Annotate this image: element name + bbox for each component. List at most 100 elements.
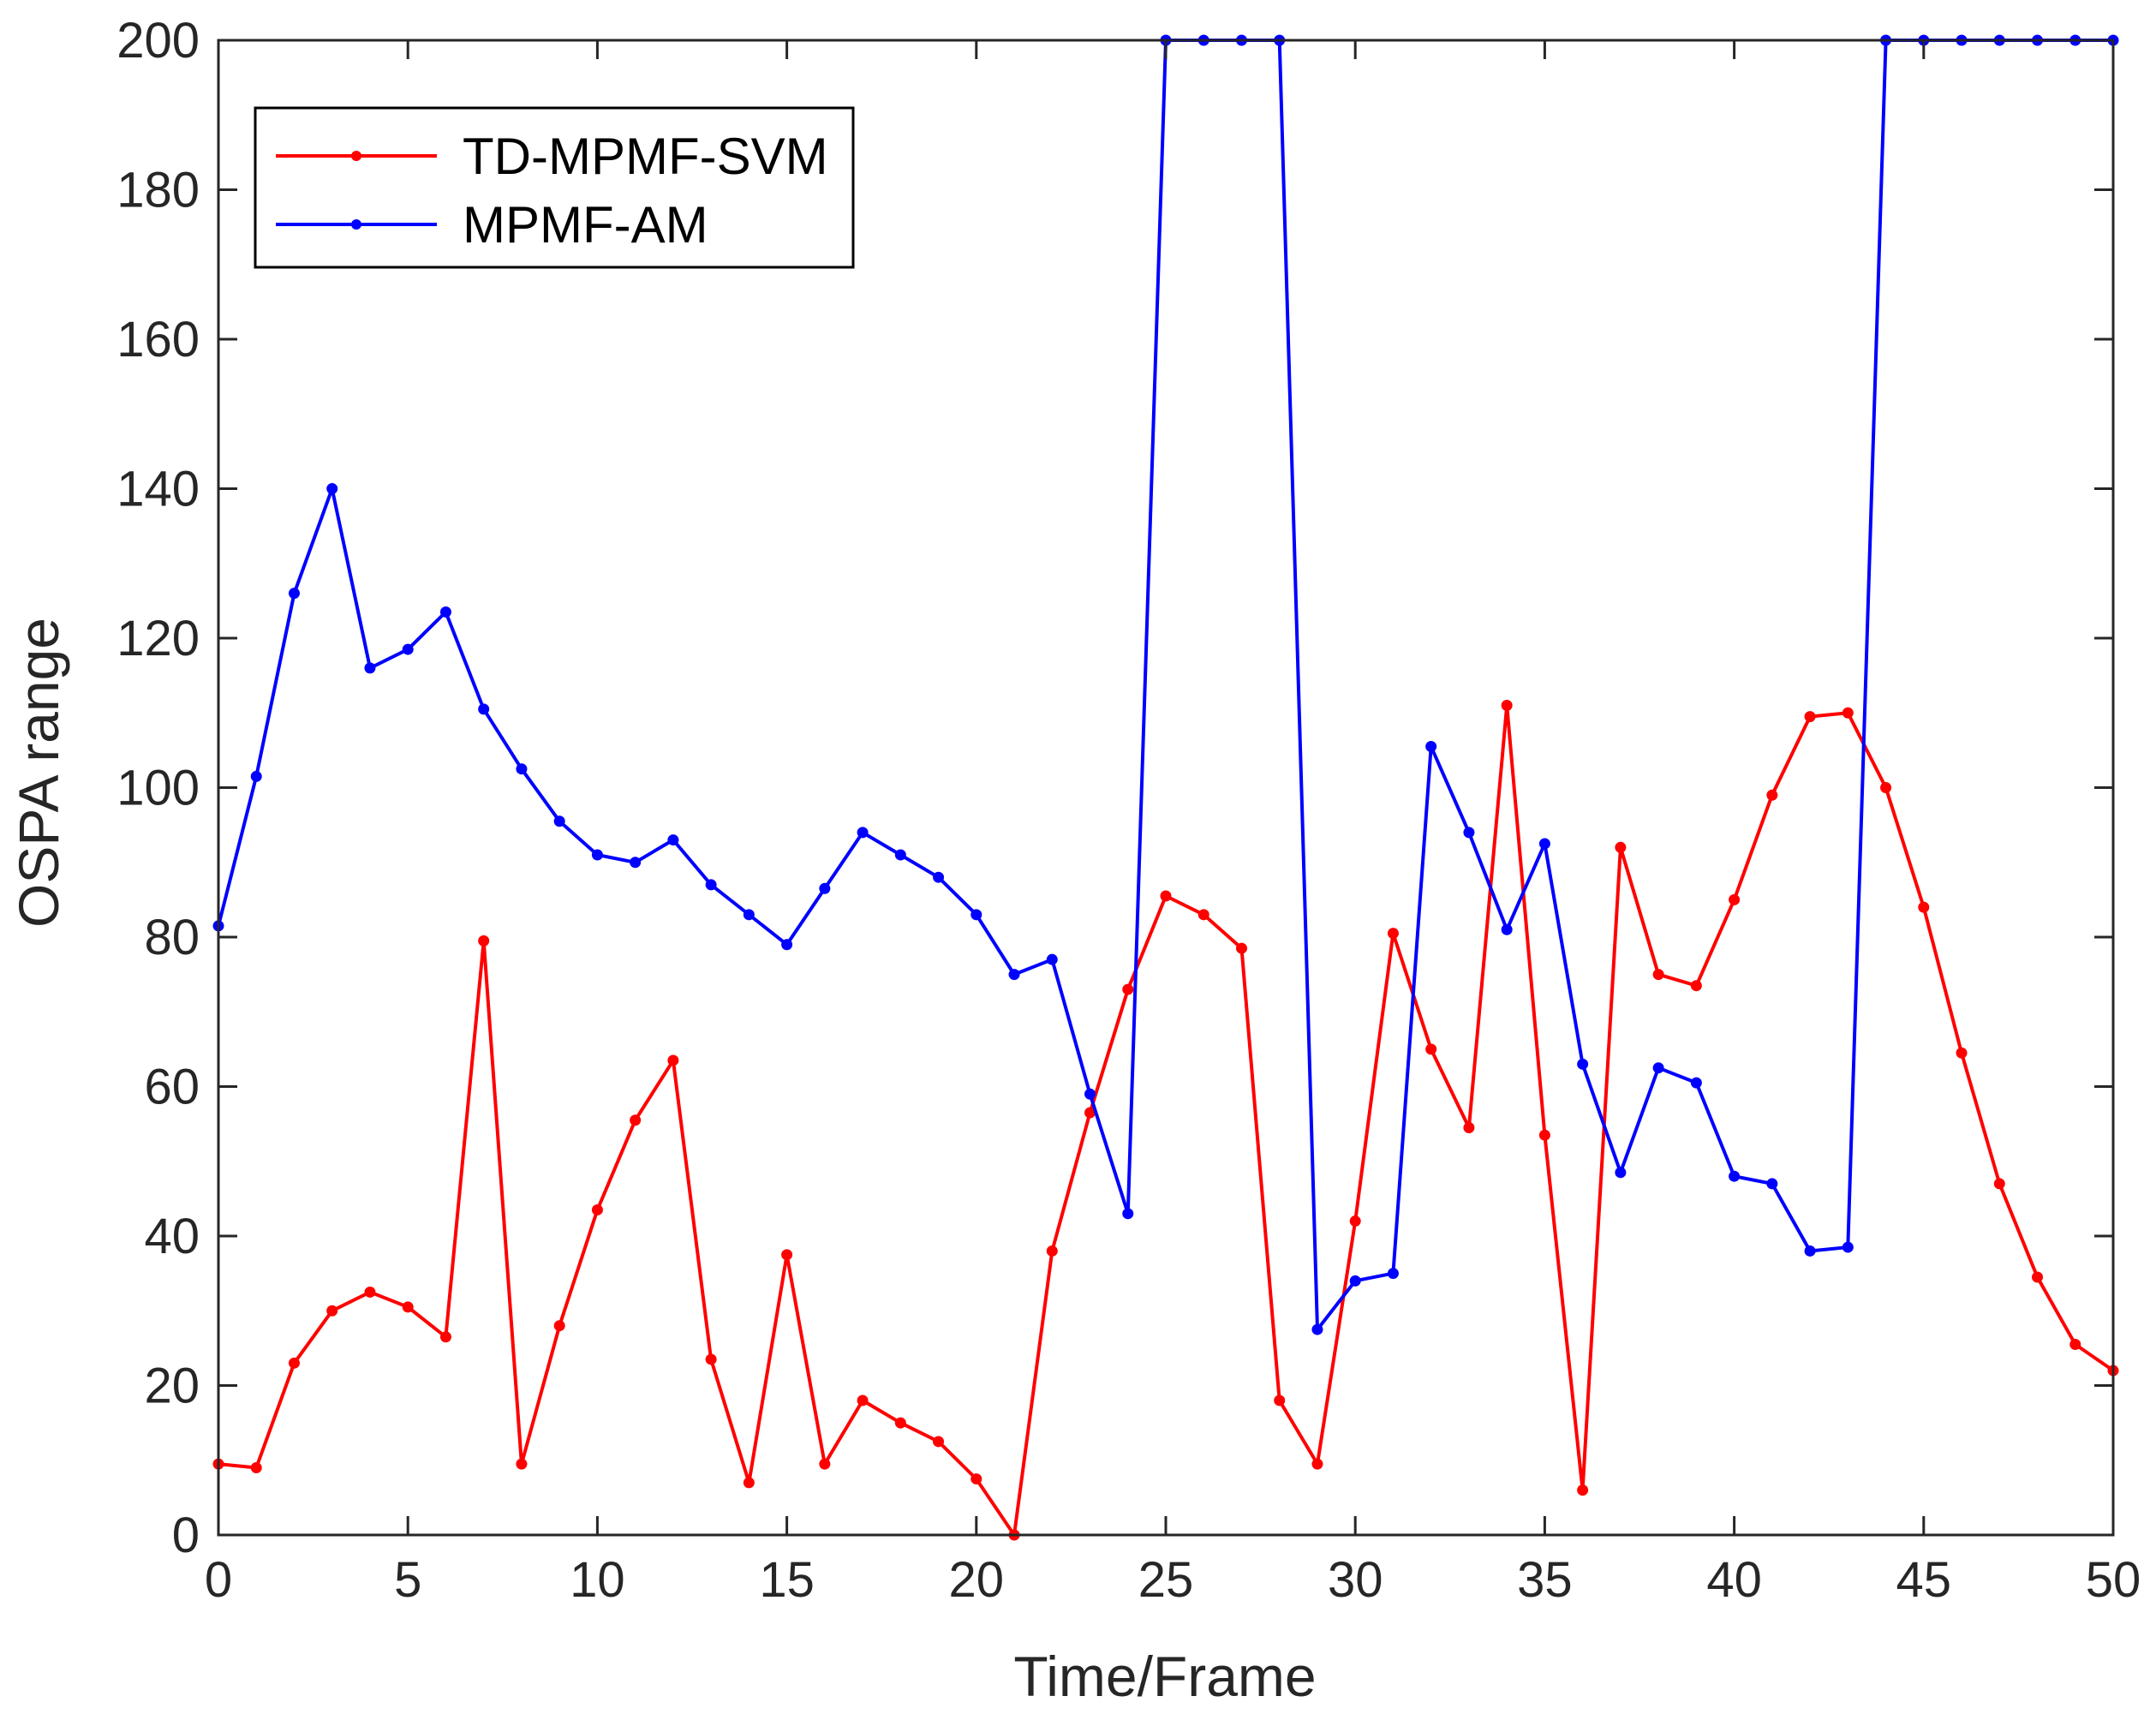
data-point-td-mpmf-svm	[1387, 928, 1399, 940]
x-tick-label: 25	[1138, 1552, 1194, 1608]
data-point-mpmf-am	[933, 871, 945, 883]
data-point-mpmf-am	[1804, 1245, 1816, 1257]
x-tick-label: 5	[394, 1552, 421, 1608]
data-point-mpmf-am	[1387, 1268, 1399, 1280]
data-point-td-mpmf-svm	[1918, 901, 1930, 913]
y-tick-label: 120	[116, 611, 200, 666]
data-point-mpmf-am	[1311, 1323, 1323, 1335]
data-point-td-mpmf-svm	[1842, 707, 1854, 719]
data-point-td-mpmf-svm	[1538, 1129, 1550, 1141]
data-point-td-mpmf-svm	[1652, 969, 1664, 981]
data-point-td-mpmf-svm	[1615, 841, 1627, 853]
data-point-td-mpmf-svm	[743, 1477, 755, 1489]
data-point-td-mpmf-svm	[516, 1458, 528, 1470]
data-point-mpmf-am	[326, 483, 338, 494]
axes: 0 5 10 15 20 25 30 35 40 45 50 0 20 40 60 80 100 120 140 16…	[116, 13, 2141, 1608]
data-point-mpmf-am	[970, 909, 982, 921]
data-point-td-mpmf-svm	[1729, 893, 1741, 905]
data-point-mpmf-am	[894, 849, 906, 861]
data-point-mpmf-am	[1729, 1170, 1741, 1182]
data-point-td-mpmf-svm	[1463, 1121, 1475, 1133]
data-point-td-mpmf-svm	[1804, 711, 1816, 723]
data-point-mpmf-am	[1084, 1088, 1096, 1100]
legend: TD-MPMF-SVM MPMF-AM	[254, 106, 855, 269]
y-tick-label: 40	[144, 1209, 200, 1264]
data-point-mpmf-am	[630, 857, 642, 869]
data-point-td-mpmf-svm	[2069, 1339, 2081, 1351]
x-tick-label: 10	[570, 1552, 625, 1608]
x-tick-label: 30	[1328, 1552, 1383, 1608]
legend-label-td-mpmf-svm: TD-MPMF-SVM	[463, 128, 828, 185]
data-point-td-mpmf-svm	[1235, 942, 1247, 954]
data-point-td-mpmf-svm	[1122, 983, 1134, 995]
y-tick-label: 0	[172, 1508, 200, 1563]
data-point-td-mpmf-svm	[402, 1301, 414, 1313]
data-point-td-mpmf-svm	[933, 1436, 945, 1448]
data-point-mpmf-am	[1046, 953, 1058, 965]
data-point-td-mpmf-svm	[970, 1473, 982, 1485]
data-point-mpmf-am	[288, 588, 300, 600]
data-point-td-mpmf-svm	[439, 1331, 451, 1343]
data-point-td-mpmf-svm	[819, 1458, 831, 1470]
y-tick-label: 180	[116, 163, 200, 218]
y-tick-label: 100	[116, 761, 200, 816]
data-point-mpmf-am	[1349, 1275, 1361, 1287]
data-point-mpmf-am	[1766, 1178, 1778, 1190]
data-point-td-mpmf-svm	[1197, 909, 1209, 921]
data-point-td-mpmf-svm	[250, 1461, 262, 1473]
data-point-mpmf-am	[1463, 827, 1475, 839]
data-point-mpmf-am	[591, 849, 603, 861]
y-tick-label: 60	[144, 1060, 200, 1115]
y-tick-label: 20	[144, 1359, 200, 1414]
y-tick-label: 140	[116, 462, 200, 517]
x-tick-label: 35	[1517, 1552, 1573, 1608]
data-point-mpmf-am	[743, 909, 755, 921]
data-point-mpmf-am	[781, 939, 793, 951]
x-tick-label: 40	[1706, 1552, 1762, 1608]
legend-label-mpmf-am: MPMF-AM	[463, 196, 708, 254]
data-point-td-mpmf-svm	[1160, 890, 1172, 902]
data-point-mpmf-am	[1652, 1062, 1664, 1074]
data-point-mpmf-am	[1122, 1208, 1134, 1220]
data-point-mpmf-am	[705, 879, 717, 891]
data-point-td-mpmf-svm	[1577, 1484, 1589, 1496]
data-point-mpmf-am	[516, 763, 528, 775]
data-point-td-mpmf-svm	[630, 1114, 642, 1126]
data-point-td-mpmf-svm	[1274, 1394, 1286, 1406]
data-point-mpmf-am	[1538, 838, 1550, 850]
data-point-mpmf-am	[1008, 969, 1020, 981]
data-point-td-mpmf-svm	[857, 1394, 869, 1406]
x-tick-label: 45	[1896, 1552, 1952, 1608]
data-point-td-mpmf-svm	[326, 1305, 338, 1317]
x-axis-label: Time/Frame	[1013, 1645, 1316, 1708]
data-point-mpmf-am	[402, 643, 414, 655]
y-tick-label: 200	[116, 13, 200, 69]
y-axis-label: OSPA range	[7, 618, 70, 928]
data-point-td-mpmf-svm	[1046, 1245, 1058, 1257]
data-point-td-mpmf-svm	[591, 1203, 603, 1215]
data-point-mpmf-am	[553, 815, 565, 827]
data-point-td-mpmf-svm	[1690, 980, 1702, 992]
x-tick-label: 50	[2086, 1552, 2141, 1608]
data-point-td-mpmf-svm	[1766, 789, 1778, 801]
data-point-td-mpmf-svm	[1993, 1178, 2005, 1190]
data-point-td-mpmf-svm	[2032, 1271, 2044, 1283]
data-point-td-mpmf-svm	[1425, 1043, 1437, 1055]
data-point-mpmf-am	[1842, 1241, 1854, 1253]
data-point-mpmf-am	[364, 662, 376, 674]
data-point-td-mpmf-svm	[1084, 1107, 1096, 1119]
data-point-td-mpmf-svm	[1349, 1215, 1361, 1227]
legend-box	[254, 106, 855, 269]
data-point-td-mpmf-svm	[667, 1054, 679, 1066]
data-point-mpmf-am	[667, 834, 679, 846]
data-point-td-mpmf-svm	[894, 1417, 906, 1429]
data-point-mpmf-am	[1690, 1077, 1702, 1089]
data-point-td-mpmf-svm	[1311, 1458, 1323, 1470]
data-point-td-mpmf-svm	[781, 1249, 793, 1261]
data-point-td-mpmf-svm	[478, 935, 490, 947]
data-point-mpmf-am	[1615, 1167, 1627, 1179]
series-td-mpmf-svm	[212, 700, 2119, 1541]
plot-area	[212, 34, 2119, 1541]
